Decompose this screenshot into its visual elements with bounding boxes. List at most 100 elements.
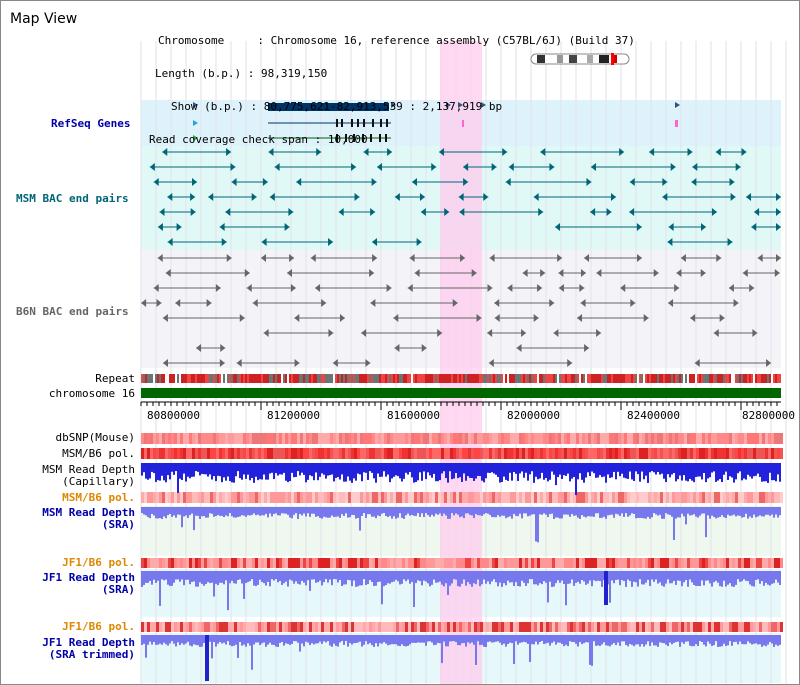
b6n-bac-end-marker [580,299,586,307]
jf1-depth-trim-bar [619,635,621,646]
msm-depth-cap-bar [333,463,335,482]
jf1-depth-sra-bar [633,571,635,582]
msm-depth-cap-bar [695,463,697,477]
dbsnp-cell [726,433,729,444]
jf1-depth-sra-bar [743,571,745,580]
b6n-bac-end-marker [315,284,321,292]
jf1-depth-trim-bar [683,635,685,644]
msm-pol-sra-cell [384,492,387,503]
dbsnp-cell [237,433,240,444]
msm-pol-cell [741,448,744,459]
msm-depth-sra-bar [353,507,355,516]
msm-pol-sra-cell [339,492,342,503]
msm-depth-cap-bar [459,463,461,478]
msm-depth-cap-bar [639,463,641,482]
repeat-segment [701,374,703,383]
track-label-refseq-genes[interactable]: RefSeq Genes [51,117,131,130]
jf1-pol-trim-cell [441,622,444,632]
msm-pol-cell [546,448,549,459]
repeat-segment [627,374,629,383]
msm-pol-cell [189,448,192,459]
dbsnp-cell [555,433,558,444]
jf1-depth-sra-bar [417,571,419,581]
msm-bac-end-marker [338,208,344,216]
jf1-depth-sra-bar [395,571,397,580]
msm-depth-cap-bar [773,463,775,481]
jf1-pol-trim-cell [552,622,555,632]
jf1-depth-sra-bar [535,571,537,585]
msm-depth-sra-bar [347,507,349,518]
msm-pol-cell [465,448,468,459]
msm-pol-cell [285,448,288,459]
jf1-pol-cell [156,558,159,568]
jf1-pol-trim-cell [210,622,213,632]
jf1-depth-trim-bar [275,635,277,647]
jf1-depth-sra-bar [445,571,447,584]
dbsnp-cell [150,433,153,444]
repeat-segment [391,374,393,383]
jf1-depth-trim-bar [727,635,729,646]
msm-depth-cap-bar [313,463,315,481]
repeat-segment [687,374,689,383]
jf1-depth-trim-bar [549,635,551,646]
jf1-depth-sra-bar [233,571,235,584]
jf1-pol-trim-cell [147,622,150,632]
dbsnp-cell [243,433,246,444]
msm-depth-sra-bar [637,507,639,518]
jf1-pol-trim-cell [630,622,633,632]
dbsnp-cell [567,433,570,444]
jf1-depth-trim-bar [253,635,255,645]
track-label-b6n-bac[interactable]: B6N BAC end pairs [16,305,129,318]
jf1-depth-trim-bar [713,635,715,646]
jf1-depth-sra-bar [587,571,589,584]
msm-depth-sra-bar [415,507,417,517]
dbsnp-cell [663,433,666,444]
jf1-depth-sra-bar [361,571,363,586]
jf1-pol-cell [627,558,630,568]
jf1-pol-trim-cell [741,622,744,632]
msm-depth-cap-bar [549,463,551,480]
msm-pol-cell [213,448,216,459]
msm-depth-sra-bar [571,507,573,515]
dbsnp-cell [384,433,387,444]
msm-depth-sra-bar [565,507,567,515]
jf1-depth-trim-bar [511,635,513,644]
track-label-msm-bac[interactable]: MSM BAC end pairs [16,192,129,205]
msm-pol-cell [327,448,330,459]
jf1-depth-sra-bar [489,571,491,585]
jf1-pol-trim-cell [519,622,522,632]
jf1-depth-trim-bar [241,635,243,646]
jf1-depth-trim-bar [393,635,395,645]
repeat-segment [179,374,181,383]
jf1-pol-trim-cell [543,622,546,632]
msm-pol-cell [555,448,558,459]
repeat-segment [223,374,225,383]
jf1-pol-cell [483,558,486,568]
msm-depth-cap-bar [239,463,241,479]
jf1-depth-sra-bar [377,571,379,583]
msm-depth-cap-bar [415,463,417,482]
jf1-pol-trim-cell [735,622,738,632]
jf1-depth-trim-bar [715,635,717,642]
msm-pol-sra-cell [411,492,414,503]
msm-depth-cap-bar [281,463,283,475]
msm-bac-end-marker [157,223,163,231]
jf1-depth-trim-bar [291,635,293,644]
jf1-depth-trim-bar [703,635,705,645]
b6n-bac-end-marker [630,299,636,307]
jf1-depth-sra-bar [477,571,479,580]
msm-pol-sra-cell [381,492,384,503]
msm-depth-sra-bar [643,507,645,519]
msm-depth-cap-bar [147,463,149,480]
jf1-depth-trim-bar [651,635,653,643]
jf1-depth-sra-bar [213,571,215,597]
b6n-bac-end-marker [244,269,250,277]
msm-pol-cell [702,448,705,459]
msm-pol-cell [477,448,480,459]
jf1-pol-cell [684,558,687,568]
msm-depth-sra-bar [477,507,479,516]
b6n-bac-end-marker [287,269,293,277]
jf1-depth-trim-bar [501,635,503,645]
jf1-depth-sra-bar [581,571,583,581]
